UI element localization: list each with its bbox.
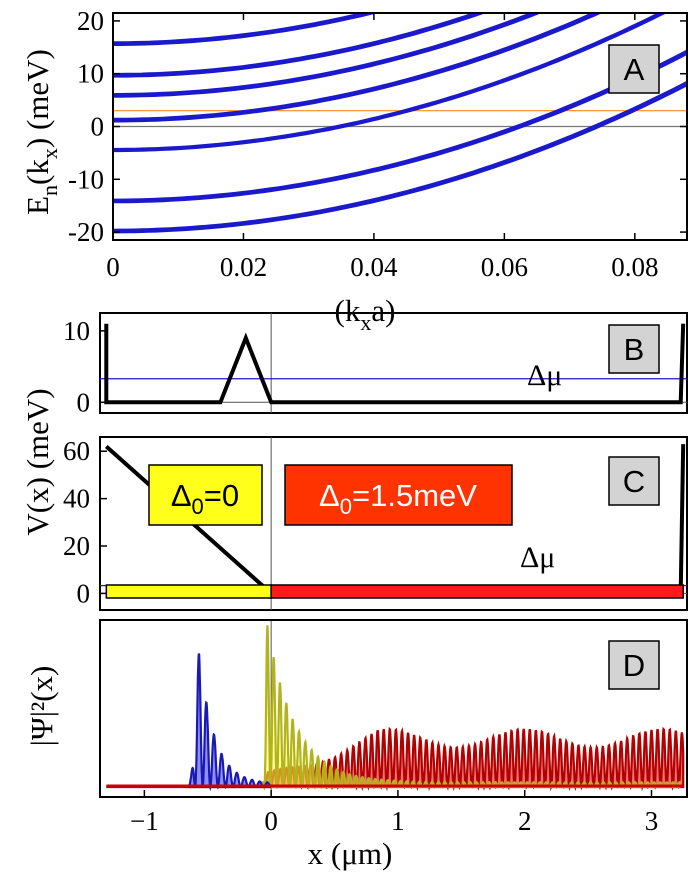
band-curve-8 xyxy=(113,13,542,98)
d-xtick-label: −1 xyxy=(130,806,159,836)
panel-d-label-box xyxy=(608,640,660,690)
panel-a-y-axis-label: En(kx) (meV) xyxy=(20,49,62,215)
band-curve-7 xyxy=(113,13,597,121)
panel-d: −1 0 1 2 3 D |Ψ|²(x) x (μm) xyxy=(24,619,688,871)
a-xtick-label: 0.08 xyxy=(611,252,658,282)
panel-c-label-box xyxy=(608,456,660,506)
wavefunction-1 xyxy=(259,625,681,791)
d-xtick-label: 2 xyxy=(518,806,532,836)
panel-d-frame xyxy=(99,619,688,798)
d-xtick-label: 1 xyxy=(391,806,405,836)
panel-a-label: A xyxy=(624,52,645,87)
panel-b-label-box xyxy=(608,324,660,374)
panel-b-ticks: 0 10 xyxy=(63,316,107,417)
panel-c: 0 20 40 60 Δ0=0 Δ0=1.5meV C Δμ V(x) (meV) xyxy=(20,388,688,611)
panel-b-curves xyxy=(100,313,687,413)
region-label-left: Δ0=0 xyxy=(171,478,239,519)
panel-a-bands xyxy=(113,13,687,234)
a-ytick-label: -20 xyxy=(68,217,104,247)
panel-b: 0 10 B Δμ xyxy=(63,312,688,417)
d-xtick-label: 0 xyxy=(264,806,278,836)
panel-d-y-axis-label: |Ψ|²(x) xyxy=(24,666,59,747)
c-ytick-label: 40 xyxy=(63,484,90,514)
b-ytick-label: 0 xyxy=(77,387,91,417)
panel-b-delta-mu-label: Δμ xyxy=(527,359,562,392)
panel-a-label-box xyxy=(608,44,660,94)
a-xtick-label: 0.06 xyxy=(481,252,528,282)
panel-d-x-axis-label: x (μm) xyxy=(308,836,393,871)
panel-c-curves xyxy=(100,437,687,610)
band-curve-9 xyxy=(113,13,536,96)
panel-d-ticks: −1 0 1 2 3 xyxy=(130,790,658,836)
wavefunction-0 xyxy=(187,653,272,792)
panel-c-delta-mu-label: Δμ xyxy=(520,541,555,574)
panel-a: 0 0.02 0.04 0.06 0.08 -20 -10 0 10 20 A (kxa) En(… xyxy=(20,6,688,335)
band-curve-13 xyxy=(113,13,370,44)
c-ytick-label: 20 xyxy=(63,531,90,561)
region-box-right xyxy=(284,464,513,526)
a-ytick-label: 0 xyxy=(91,112,105,142)
bc-y-axis-label: V(x) (meV) xyxy=(20,388,55,535)
band-curve-10 xyxy=(113,13,487,78)
a-xtick-label: 0 xyxy=(106,252,120,282)
panel-c-ticks: 0 20 40 60 xyxy=(63,436,107,608)
a-xtick-label: 0.04 xyxy=(350,252,398,282)
a-ytick-label: 20 xyxy=(77,6,104,36)
band-curve-2 xyxy=(113,52,687,204)
a-ytick-label: -10 xyxy=(68,164,104,194)
region-bar-0 xyxy=(105,584,272,599)
panel-d-label: D xyxy=(623,648,645,683)
a-xtick-label: 0.02 xyxy=(220,252,267,282)
panel-a-x-axis-label: (kxa) xyxy=(335,293,396,335)
c-ytick-label: 60 xyxy=(63,436,90,466)
a-ytick-label: 10 xyxy=(77,59,104,89)
c-ytick-label: 0 xyxy=(77,578,91,608)
region-label-right: Δ0=1.5meV xyxy=(319,478,477,519)
band-curve-3 xyxy=(113,49,687,202)
panel-c-label: C xyxy=(623,464,645,499)
band-curve-6 xyxy=(113,13,603,123)
panel-b-frame xyxy=(99,312,688,414)
band-curve-0 xyxy=(113,83,687,234)
band-curve-5 xyxy=(113,13,663,151)
band-curve-12 xyxy=(113,13,379,46)
band-curve-11 xyxy=(113,13,480,76)
panel-c-frame xyxy=(99,436,688,611)
d-xtick-label: 3 xyxy=(645,806,659,836)
region-box-left xyxy=(148,464,263,526)
b-ytick-label: 10 xyxy=(63,316,90,346)
panel-b-label: B xyxy=(624,332,645,367)
band-curve-1 xyxy=(113,81,687,232)
region-bar-1 xyxy=(270,584,684,599)
b-potential-curve xyxy=(104,323,686,405)
panel-a-ticks: 0 0.02 0.04 0.06 0.08 -20 -10 0 10 20 xyxy=(68,6,687,282)
panel-d-wavefunctions xyxy=(106,620,685,797)
band-curve-4 xyxy=(113,13,667,153)
